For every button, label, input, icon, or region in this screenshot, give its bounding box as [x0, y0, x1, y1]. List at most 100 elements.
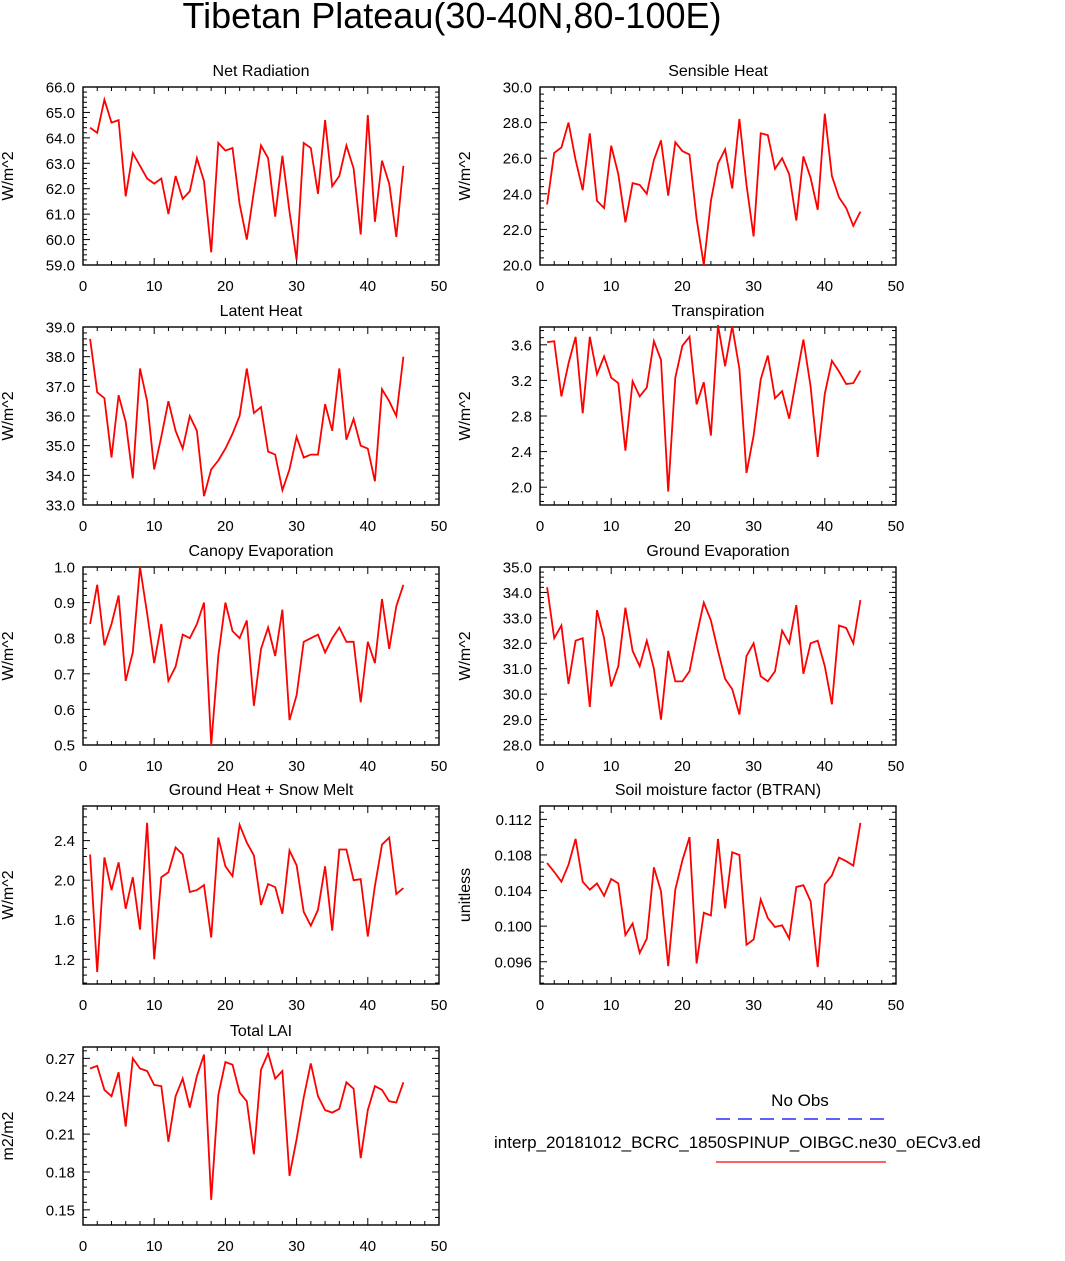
panel-9: Total LAI m2/m2 0 10 20 30 40 50 0.15 0.18 0.21 0.2… [0, 1023, 447, 1255]
y-tick-label: 35.0 [503, 560, 532, 577]
series-line-1 [89, 566, 405, 746]
series-line-1 [546, 822, 862, 968]
y-tick-label: 61.0 [46, 207, 75, 224]
x-tick-label: 20 [217, 518, 234, 535]
y-axis-label: W/m^2 [457, 391, 474, 440]
x-tick-label: 50 [431, 518, 448, 535]
y-tick-label: 34.0 [503, 585, 532, 602]
y-tick-label: 65.0 [46, 105, 75, 122]
y-tick-label: 30.0 [503, 80, 532, 97]
y-tick-label: 2.8 [511, 409, 532, 426]
y-tick-label: 28.0 [503, 115, 532, 132]
x-tick-label: 40 [359, 758, 376, 775]
y-tick-label: 0.9 [54, 595, 75, 612]
panel-title: Total LAI [230, 1023, 292, 1040]
y-tick-label: 0.21 [46, 1127, 75, 1144]
y-axis-label: W/m^2 [0, 391, 17, 440]
y-tick-label: 37.0 [46, 379, 75, 396]
y-tick-label: 60.0 [46, 232, 75, 249]
x-tick-label: 40 [359, 997, 376, 1014]
y-tick-label: 31.0 [503, 661, 532, 678]
panel-title: Transpiration [672, 303, 765, 320]
x-tick-label: 30 [288, 1238, 305, 1255]
x-tick-label: 20 [674, 758, 691, 775]
x-tick-label: 10 [603, 758, 620, 775]
y-tick-label: 39.0 [46, 320, 75, 337]
plot-frame [539, 566, 897, 746]
panel-5: Canopy Evaporation W/m^2 0 10 20 30 40 50 0.5 0.6… [0, 543, 447, 775]
y-tick-label: 1.0 [54, 560, 75, 577]
y-tick-label: 2.0 [54, 873, 75, 890]
x-tick-label: 50 [431, 1238, 448, 1255]
x-tick-label: 10 [603, 997, 620, 1014]
y-tick-label: 0.5 [54, 738, 75, 755]
x-tick-label: 40 [359, 278, 376, 295]
x-tick-label: 40 [816, 278, 833, 295]
x-tick-label: 0 [79, 997, 87, 1014]
x-tick-label: 10 [603, 518, 620, 535]
x-tick-label: 20 [217, 1238, 234, 1255]
x-tick-label: 0 [79, 518, 87, 535]
series-line-1 [89, 338, 405, 497]
x-tick-label: 50 [888, 518, 905, 535]
y-axis-label: W/m^2 [457, 151, 474, 200]
y-tick-label: 22.0 [503, 222, 532, 239]
x-tick-label: 50 [431, 997, 448, 1014]
panel-title: Sensible Heat [668, 63, 768, 80]
x-tick-label: 50 [431, 758, 448, 775]
y-tick-label: 38.0 [46, 349, 75, 366]
series-line-1 [546, 325, 862, 492]
plot-frame [82, 566, 440, 746]
y-tick-label: 3.2 [511, 373, 532, 390]
y-axis-label: m2/m2 [0, 1111, 17, 1160]
y-tick-label: 36.0 [46, 409, 75, 426]
panel-grid: Net Radiation W/m^2 0 10 20 30 40 50 59.0 60.0 61.… [0, 63, 904, 1255]
y-axis-label: W/m^2 [0, 870, 17, 919]
x-tick-label: 30 [288, 278, 305, 295]
y-tick-label: 62.0 [46, 181, 75, 198]
y-tick-label: 30.0 [503, 687, 532, 704]
figure-title: Tibetan Plateau(30-40N,80-100E) [183, 0, 722, 36]
x-tick-label: 30 [288, 758, 305, 775]
x-tick-label: 30 [745, 518, 762, 535]
x-tick-label: 20 [217, 758, 234, 775]
x-tick-label: 10 [146, 997, 163, 1014]
plot-frame [82, 805, 440, 985]
x-tick-label: 50 [888, 758, 905, 775]
legend-model-label: interp_20181012_BCRC_1850SPINUP_OIBGC.ne… [494, 1133, 981, 1152]
series-line-1 [546, 587, 862, 720]
panel-title: Soil moisture factor (BTRAN) [615, 782, 821, 799]
y-axis-label: W/m^2 [457, 631, 474, 680]
x-tick-label: 20 [217, 997, 234, 1014]
y-tick-label: 64.0 [46, 130, 75, 147]
x-tick-label: 50 [888, 997, 905, 1014]
panel-7: Ground Heat + Snow Melt W/m^2 0 10 20 30 40 50 1… [0, 782, 447, 1014]
y-tick-label: 0.15 [46, 1202, 75, 1219]
y-tick-label: 2.4 [54, 833, 75, 850]
x-tick-label: 0 [79, 278, 87, 295]
y-tick-label: 1.2 [54, 952, 75, 969]
x-tick-label: 30 [745, 278, 762, 295]
x-tick-label: 10 [146, 278, 163, 295]
y-tick-label: 0.100 [494, 919, 532, 936]
panel-6: Ground Evaporation W/m^2 0 10 20 30 40 50 28.0 29… [457, 543, 904, 775]
panel-title: Latent Heat [220, 303, 303, 320]
x-tick-label: 20 [217, 278, 234, 295]
y-tick-label: 0.18 [46, 1164, 75, 1181]
y-axis-label: W/m^2 [0, 151, 17, 200]
legend-obs-label: No Obs [771, 1091, 829, 1110]
x-tick-label: 0 [79, 758, 87, 775]
x-tick-label: 30 [288, 518, 305, 535]
x-tick-label: 40 [359, 1238, 376, 1255]
x-tick-label: 10 [146, 758, 163, 775]
series-line-1 [89, 1050, 405, 1200]
y-tick-label: 59.0 [46, 258, 75, 275]
y-axis-label: W/m^2 [0, 631, 17, 680]
x-tick-label: 20 [674, 278, 691, 295]
x-tick-label: 40 [816, 758, 833, 775]
plot-frame [539, 86, 897, 266]
series-line-1 [89, 96, 405, 261]
y-tick-label: 0.24 [46, 1089, 75, 1106]
x-tick-label: 30 [288, 997, 305, 1014]
